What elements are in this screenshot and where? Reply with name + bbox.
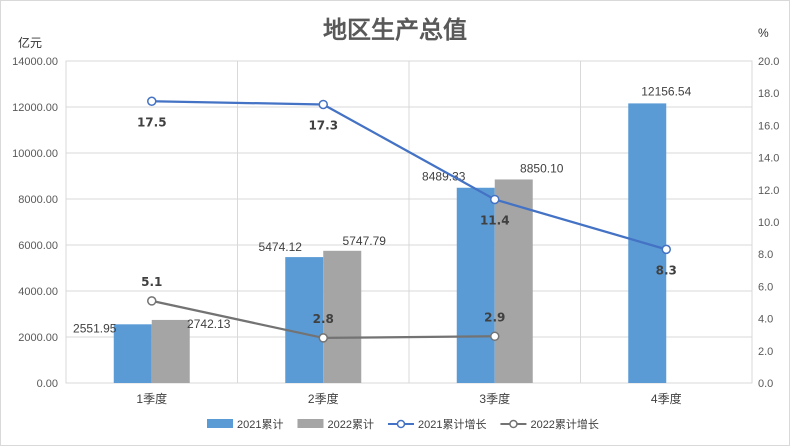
bar bbox=[456, 187, 495, 383]
y-right-tick-label: 18.0 bbox=[758, 88, 779, 100]
y-right-tick-label: 16.0 bbox=[758, 120, 779, 132]
legend-swatch bbox=[297, 419, 324, 428]
series-point bbox=[318, 333, 328, 343]
line-data-label: 17.5 bbox=[137, 115, 167, 129]
y-left-tick-label: 14000.00 bbox=[12, 56, 58, 68]
y-left-unit-label: 亿元 bbox=[18, 36, 43, 50]
line-data-label: 17.3 bbox=[308, 118, 338, 132]
y-left-tick-label: 6000.00 bbox=[18, 240, 58, 252]
y-right-tick-label: 20.0 bbox=[758, 56, 779, 68]
bar-data-label: 12156.54 bbox=[641, 84, 691, 98]
y-right-tick-label: 4.0 bbox=[758, 314, 773, 326]
y-right-unit-label: % bbox=[758, 26, 769, 40]
series-point bbox=[661, 244, 671, 255]
bar-data-label: 2551.95 bbox=[73, 321, 117, 335]
chart-title: 地区生产总值 bbox=[323, 15, 467, 44]
series-line bbox=[151, 100, 667, 251]
y-left-tick-label: 0.00 bbox=[37, 378, 58, 390]
bar bbox=[113, 324, 152, 383]
series-point bbox=[490, 194, 500, 205]
bar bbox=[323, 250, 362, 383]
y-right-tick-label: 8.0 bbox=[758, 249, 773, 261]
line-data-label: 11.4 bbox=[480, 213, 510, 227]
legend-label: 2021累计 bbox=[237, 418, 283, 431]
y-right-tick-label: 0.0 bbox=[758, 378, 773, 390]
series-point bbox=[490, 331, 500, 342]
y-right-tick-label: 2.0 bbox=[758, 346, 773, 358]
y-right-tick-label: 6.0 bbox=[758, 281, 773, 293]
bar-data-label: 2742.13 bbox=[187, 317, 231, 331]
series-point bbox=[147, 96, 157, 106]
y-left-tick-label: 8000.00 bbox=[18, 194, 58, 206]
bar bbox=[151, 319, 190, 383]
y-left-tick-label: 4000.00 bbox=[18, 286, 58, 298]
y-left-tick-label: 10000.00 bbox=[12, 148, 58, 160]
x-category-label: 1季度 bbox=[136, 391, 167, 406]
x-category-label: 3季度 bbox=[479, 391, 510, 406]
x-category-label: 2季度 bbox=[308, 391, 339, 406]
legend-swatch bbox=[207, 419, 233, 428]
legend-label: 2022累计 bbox=[327, 418, 373, 431]
x-category-label: 4季度 bbox=[651, 391, 682, 406]
legend-swatch-marker bbox=[509, 419, 518, 429]
y-right-tick-label: 10.0 bbox=[758, 217, 779, 229]
legend-label: 2021累计增长 bbox=[418, 417, 486, 431]
bar-data-label: 5474.12 bbox=[259, 240, 303, 254]
line-data-label: 8.3 bbox=[656, 263, 677, 277]
bar-data-label: 5747.79 bbox=[343, 234, 387, 248]
bar bbox=[285, 257, 324, 383]
line-data-label: 2.9 bbox=[484, 310, 505, 324]
y-right-tick-label: 12.0 bbox=[758, 185, 779, 197]
legend-label: 2022累计增长 bbox=[530, 417, 598, 431]
legend-swatch-marker bbox=[396, 419, 406, 429]
line-data-label: 2.8 bbox=[313, 312, 334, 326]
y-left-tick-label: 2000.00 bbox=[18, 332, 58, 344]
bar-data-label: 8489.33 bbox=[422, 170, 466, 184]
y-right-tick-label: 14.0 bbox=[758, 153, 779, 165]
series-point bbox=[318, 99, 328, 110]
bar bbox=[494, 179, 533, 383]
series-point bbox=[147, 296, 157, 306]
bar-data-label: 8850.10 bbox=[520, 161, 564, 175]
line-data-label: 5.1 bbox=[141, 275, 162, 289]
y-left-tick-label: 12000.00 bbox=[12, 102, 58, 114]
